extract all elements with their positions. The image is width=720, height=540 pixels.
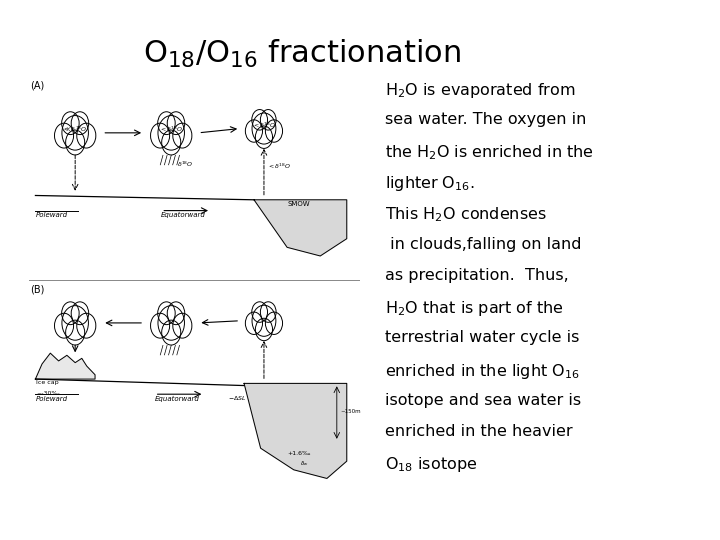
Text: Ice cap: Ice cap xyxy=(36,380,59,385)
Circle shape xyxy=(167,302,185,325)
Circle shape xyxy=(261,110,276,130)
Circle shape xyxy=(66,130,85,155)
Circle shape xyxy=(158,116,184,150)
Circle shape xyxy=(55,313,73,338)
Text: $<\delta^{18}O$: $<\delta^{18}O$ xyxy=(267,161,292,171)
Polygon shape xyxy=(35,353,95,379)
Text: This H$_{2}$O condenses: This H$_{2}$O condenses xyxy=(384,206,546,224)
Circle shape xyxy=(150,123,170,148)
Text: Poleward: Poleward xyxy=(35,212,68,218)
Circle shape xyxy=(246,120,263,142)
Polygon shape xyxy=(254,200,347,256)
Polygon shape xyxy=(244,383,347,478)
Circle shape xyxy=(71,112,89,134)
Text: (B): (B) xyxy=(30,284,45,294)
Text: enriched in the light O$_{16}$: enriched in the light O$_{16}$ xyxy=(384,362,580,381)
Circle shape xyxy=(77,313,96,338)
Text: isotope and sea water is: isotope and sea water is xyxy=(384,393,580,408)
Circle shape xyxy=(261,302,276,322)
Circle shape xyxy=(158,302,175,325)
Circle shape xyxy=(246,312,263,334)
Circle shape xyxy=(256,126,273,148)
Text: Poleward: Poleward xyxy=(35,396,68,402)
Circle shape xyxy=(62,306,89,340)
Circle shape xyxy=(77,123,96,148)
Text: ~150m: ~150m xyxy=(340,409,361,414)
Text: +1.6‰: +1.6‰ xyxy=(287,451,310,456)
Text: enriched in the heavier: enriched in the heavier xyxy=(384,424,572,439)
Text: as precipitation.  Thus,: as precipitation. Thus, xyxy=(384,268,568,283)
Circle shape xyxy=(252,110,268,130)
Text: Equatorward: Equatorward xyxy=(155,396,199,402)
Circle shape xyxy=(252,305,276,336)
Text: (A): (A) xyxy=(30,81,45,91)
Text: SMOW: SMOW xyxy=(287,201,310,207)
Text: $-\Delta SL$: $-\Delta SL$ xyxy=(228,394,246,402)
Circle shape xyxy=(266,120,282,142)
Text: Equatorward: Equatorward xyxy=(161,212,206,218)
Circle shape xyxy=(173,123,192,148)
Text: H$_{2}$O is evaporated from: H$_{2}$O is evaporated from xyxy=(384,80,575,100)
Circle shape xyxy=(252,113,276,144)
Circle shape xyxy=(158,306,184,340)
Text: $\delta_w$: $\delta_w$ xyxy=(300,460,309,468)
Circle shape xyxy=(62,116,89,150)
Text: lighter O$_{16}$.: lighter O$_{16}$. xyxy=(384,174,474,193)
Text: terrestrial water cycle is: terrestrial water cycle is xyxy=(384,330,579,346)
Circle shape xyxy=(252,302,268,322)
Circle shape xyxy=(71,302,89,325)
Circle shape xyxy=(55,123,73,148)
Text: $\mathregular{O_{18}/O_{16}}$ fractionation: $\mathregular{O_{18}/O_{16}}$ fractionat… xyxy=(143,38,462,70)
Circle shape xyxy=(150,313,170,338)
Text: in clouds,falling on land: in clouds,falling on land xyxy=(384,237,581,252)
Circle shape xyxy=(173,313,192,338)
Circle shape xyxy=(266,312,282,334)
Circle shape xyxy=(158,112,175,134)
Circle shape xyxy=(162,130,181,155)
Text: H$_{2}$O that is part of the: H$_{2}$O that is part of the xyxy=(384,299,563,318)
Text: $\delta^{18}O$: $\delta^{18}O$ xyxy=(177,159,194,168)
Circle shape xyxy=(162,320,181,345)
Text: $\ll\delta^{18}O$: $\ll\delta^{18}O$ xyxy=(63,125,88,134)
Text: O$_{18}$ isotope: O$_{18}$ isotope xyxy=(384,455,477,474)
Circle shape xyxy=(66,320,85,345)
Circle shape xyxy=(256,318,273,341)
Text: ~-30‰: ~-30‰ xyxy=(36,391,60,396)
Circle shape xyxy=(62,302,79,325)
Text: the H$_{2}$O is enriched in the: the H$_{2}$O is enriched in the xyxy=(384,143,593,162)
Text: $<\delta^{18}O$: $<\delta^{18}O$ xyxy=(252,120,276,130)
Circle shape xyxy=(167,112,185,134)
Text: sea water. The oxygen in: sea water. The oxygen in xyxy=(384,112,586,127)
Circle shape xyxy=(62,112,79,134)
Text: $<\delta^{18}O$: $<\delta^{18}O$ xyxy=(159,125,184,134)
